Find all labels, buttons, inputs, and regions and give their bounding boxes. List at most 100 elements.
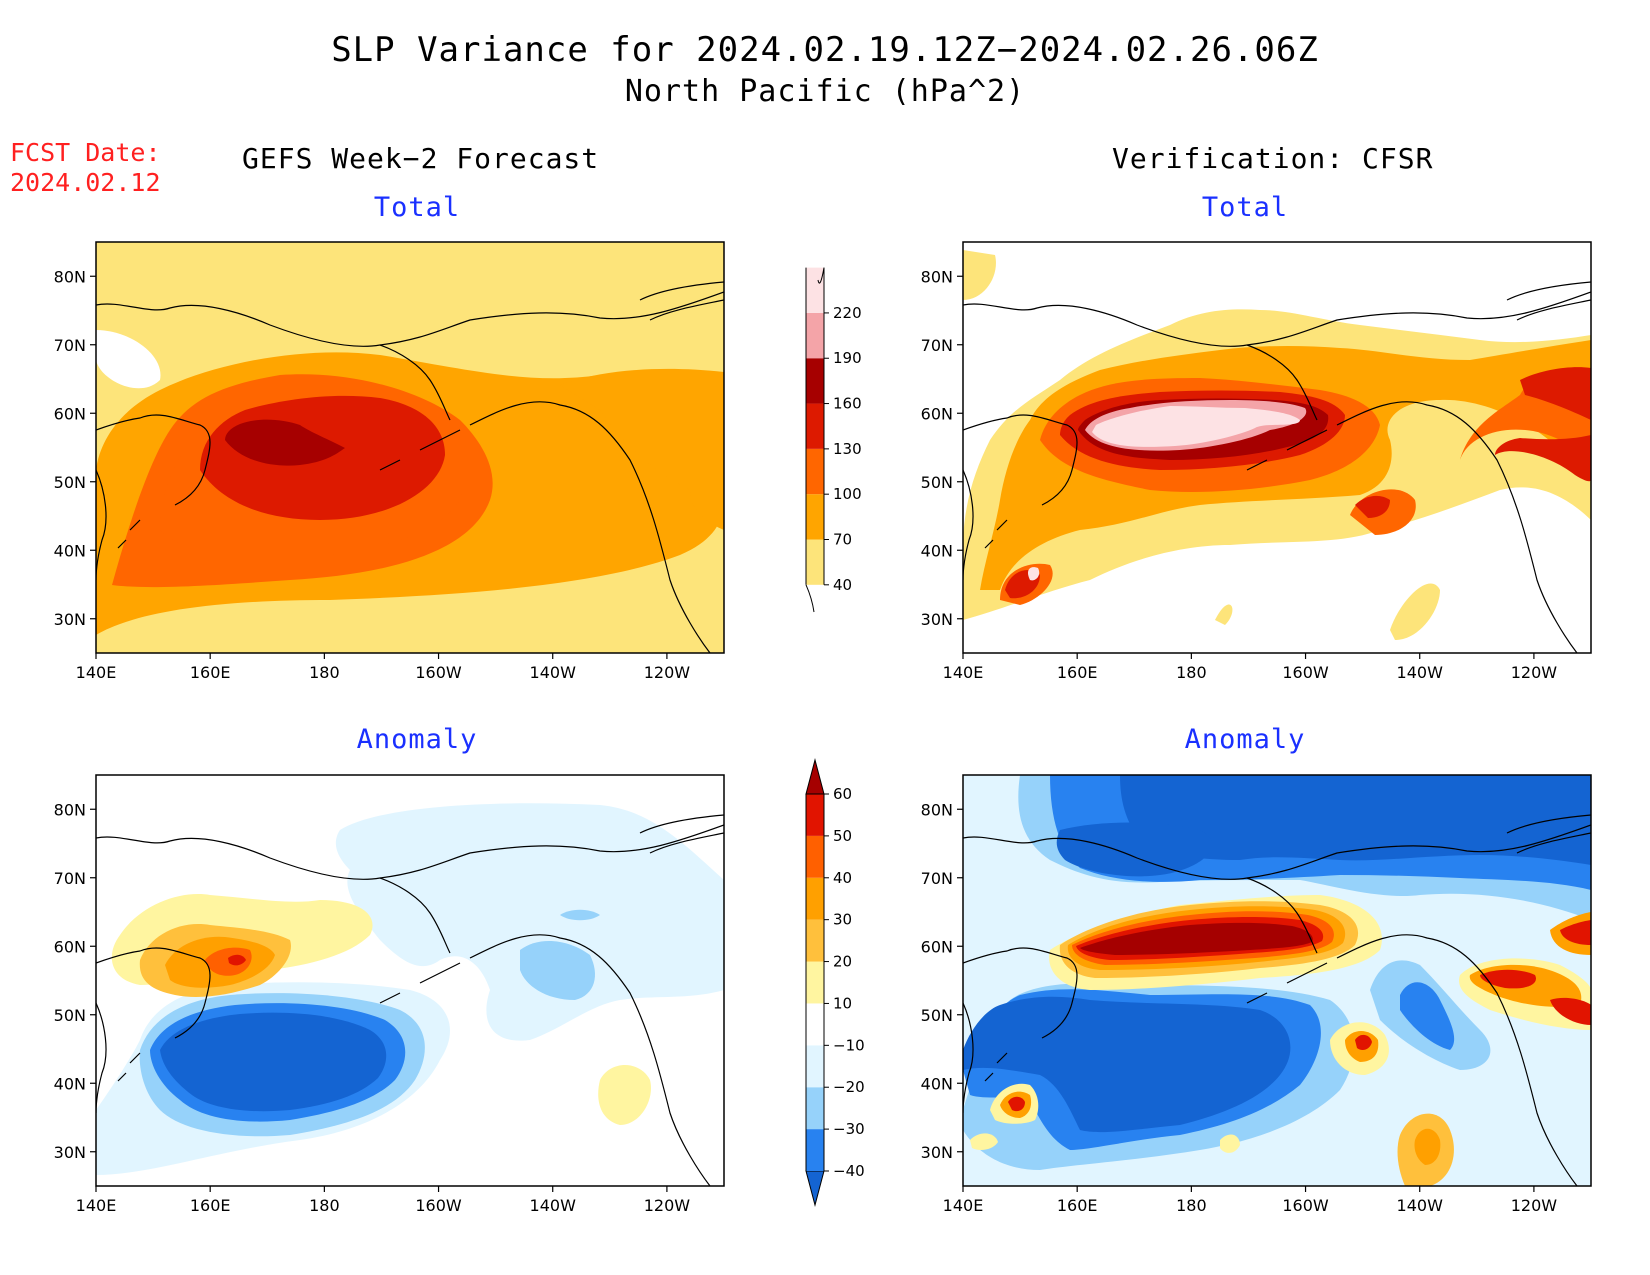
lat-tick-label: 60N (921, 937, 953, 956)
lat-tick-label: 70N (54, 336, 86, 355)
verification-total-map (962, 241, 1592, 654)
lat-tick-label: 80N (54, 267, 86, 286)
colorbar-swatch (806, 1087, 824, 1130)
lat-tick-label: 40N (921, 541, 953, 560)
lat-tick-label: 30N (54, 1143, 86, 1162)
lon-tick-label: 160W (1282, 663, 1329, 682)
lat-tick-label: 70N (921, 869, 953, 888)
forecast-total-map (95, 241, 725, 654)
lon-tick-label: 160E (190, 663, 231, 682)
lat-tick-label: 60N (54, 404, 86, 423)
lat-tick-label: 70N (54, 869, 86, 888)
colorbar-label: 160 (833, 395, 862, 413)
verification-anomaly-title: Anomaly (1184, 724, 1306, 755)
lat-tick-label: 60N (54, 937, 86, 956)
lon-tick-label: 140E (943, 1196, 984, 1215)
colorbar-swatch (806, 403, 824, 449)
forecast-total-title: Total (373, 192, 461, 223)
lat-tick-label: 50N (921, 1006, 953, 1025)
colorbar-swatch (806, 919, 824, 962)
lon-tick-label: 160W (415, 663, 462, 682)
forecast-date-label: FCST Date: (10, 138, 161, 167)
colorbar-label: 60 (833, 785, 852, 803)
lat-tick-label: 30N (921, 1143, 953, 1162)
total-colorbar: 40 70 100 130 160 190 220 (805, 267, 862, 613)
colorbar-label: 70 (833, 530, 852, 548)
colorbar-swatch (806, 961, 824, 1004)
lon-tick-label: 120W (644, 1196, 691, 1215)
lat-tick-label: 40N (921, 1074, 953, 1093)
lon-tick-label: 120W (1511, 663, 1558, 682)
colorbar-swatch (806, 835, 824, 878)
lat-tick-label: 50N (54, 1006, 86, 1025)
colorbar-swatch (806, 1045, 824, 1088)
lat-tick-label: 80N (54, 800, 86, 819)
lon-tick-label: 140W (1397, 1196, 1444, 1215)
colorbar-swatch (805, 758, 825, 795)
lat-tick-label: 40N (54, 541, 86, 560)
lon-tick-label: 120W (1511, 1196, 1558, 1215)
forecast-anomaly-title: Anomaly (356, 724, 478, 755)
lat-tick-label: 30N (54, 610, 86, 629)
colorbar-label: 20 (833, 953, 852, 971)
colorbar-swatch (806, 267, 824, 313)
lat-tick-label: 50N (921, 473, 953, 492)
lon-tick-label: 140E (76, 663, 117, 682)
lon-tick-label: 160E (1057, 663, 1098, 682)
lat-tick-label: 80N (921, 267, 953, 286)
lon-tick-label: 140E (943, 663, 984, 682)
colorbar-swatch (805, 1170, 825, 1207)
figure-subtitle: North Pacific (hPa^2) (624, 74, 1026, 109)
verification-total-title: Total (1201, 192, 1289, 223)
lon-tick-label: 160W (1282, 1196, 1329, 1215)
colorbar-swatch (806, 358, 824, 404)
lon-tick-label: 180 (1176, 1196, 1207, 1215)
verification-anomaly-map (962, 774, 1592, 1187)
colorbar-label: −20 (833, 1078, 865, 1096)
forecast-anomaly-map (95, 774, 725, 1187)
colorbar-swatch (806, 312, 824, 359)
colorbar-label: 220 (833, 304, 862, 322)
lon-tick-label: 140E (76, 1196, 117, 1215)
anomaly-colorbar: −40 −30 −20 −10 10 20 30 40 50 60 (805, 758, 865, 1207)
lon-tick-label: 140W (1397, 663, 1444, 682)
right-column-title: Verification: CFSR (1112, 142, 1434, 175)
colorbar-label: −10 (833, 1036, 865, 1054)
lat-tick-label: 80N (921, 800, 953, 819)
colorbar-label: 100 (833, 485, 862, 503)
colorbar-swatch (806, 1003, 824, 1046)
lat-tick-label: 50N (54, 473, 86, 492)
lat-tick-label: 70N (921, 336, 953, 355)
lon-tick-label: 180 (1176, 663, 1207, 682)
lon-tick-label: 140W (530, 663, 577, 682)
colorbar-label: −30 (833, 1120, 865, 1138)
colorbar-label: 30 (833, 911, 852, 929)
colorbar-label: 40 (833, 576, 852, 594)
lon-tick-label: 160W (415, 1196, 462, 1215)
figure-title: SLP Variance for 2024.02.19.12Z−2024.02.… (331, 30, 1319, 70)
lon-tick-label: 160E (1057, 1196, 1098, 1215)
left-column-title: GEFS Week−2 Forecast (242, 142, 600, 175)
colorbar-swatch (806, 539, 824, 585)
lat-tick-label: 60N (921, 404, 953, 423)
lon-tick-label: 140W (530, 1196, 577, 1215)
colorbar-swatch (806, 448, 824, 495)
colorbar-swatch (806, 794, 824, 836)
colorbar-label: 40 (833, 869, 852, 887)
axis-labels: 80N 70N 60N 50N 40N 30N 140E 160E 180 160W 140W 120… (54, 267, 1558, 1215)
forecast-date-value: 2024.02.12 (10, 168, 161, 197)
colorbar-swatch (806, 494, 824, 540)
lon-tick-label: 180 (309, 1196, 340, 1215)
colorbar-label: −40 (833, 1162, 865, 1180)
colorbar-label: 190 (833, 349, 862, 367)
lon-tick-label: 180 (309, 663, 340, 682)
colorbar-label: 50 (833, 827, 852, 845)
colorbar-swatch (806, 1129, 824, 1171)
lon-tick-label: 120W (644, 663, 691, 682)
lon-tick-label: 160E (190, 1196, 231, 1215)
colorbar-label: 130 (833, 440, 862, 458)
lat-tick-label: 40N (54, 1074, 86, 1093)
lat-tick-label: 30N (921, 610, 953, 629)
colorbar-swatch (806, 877, 824, 920)
